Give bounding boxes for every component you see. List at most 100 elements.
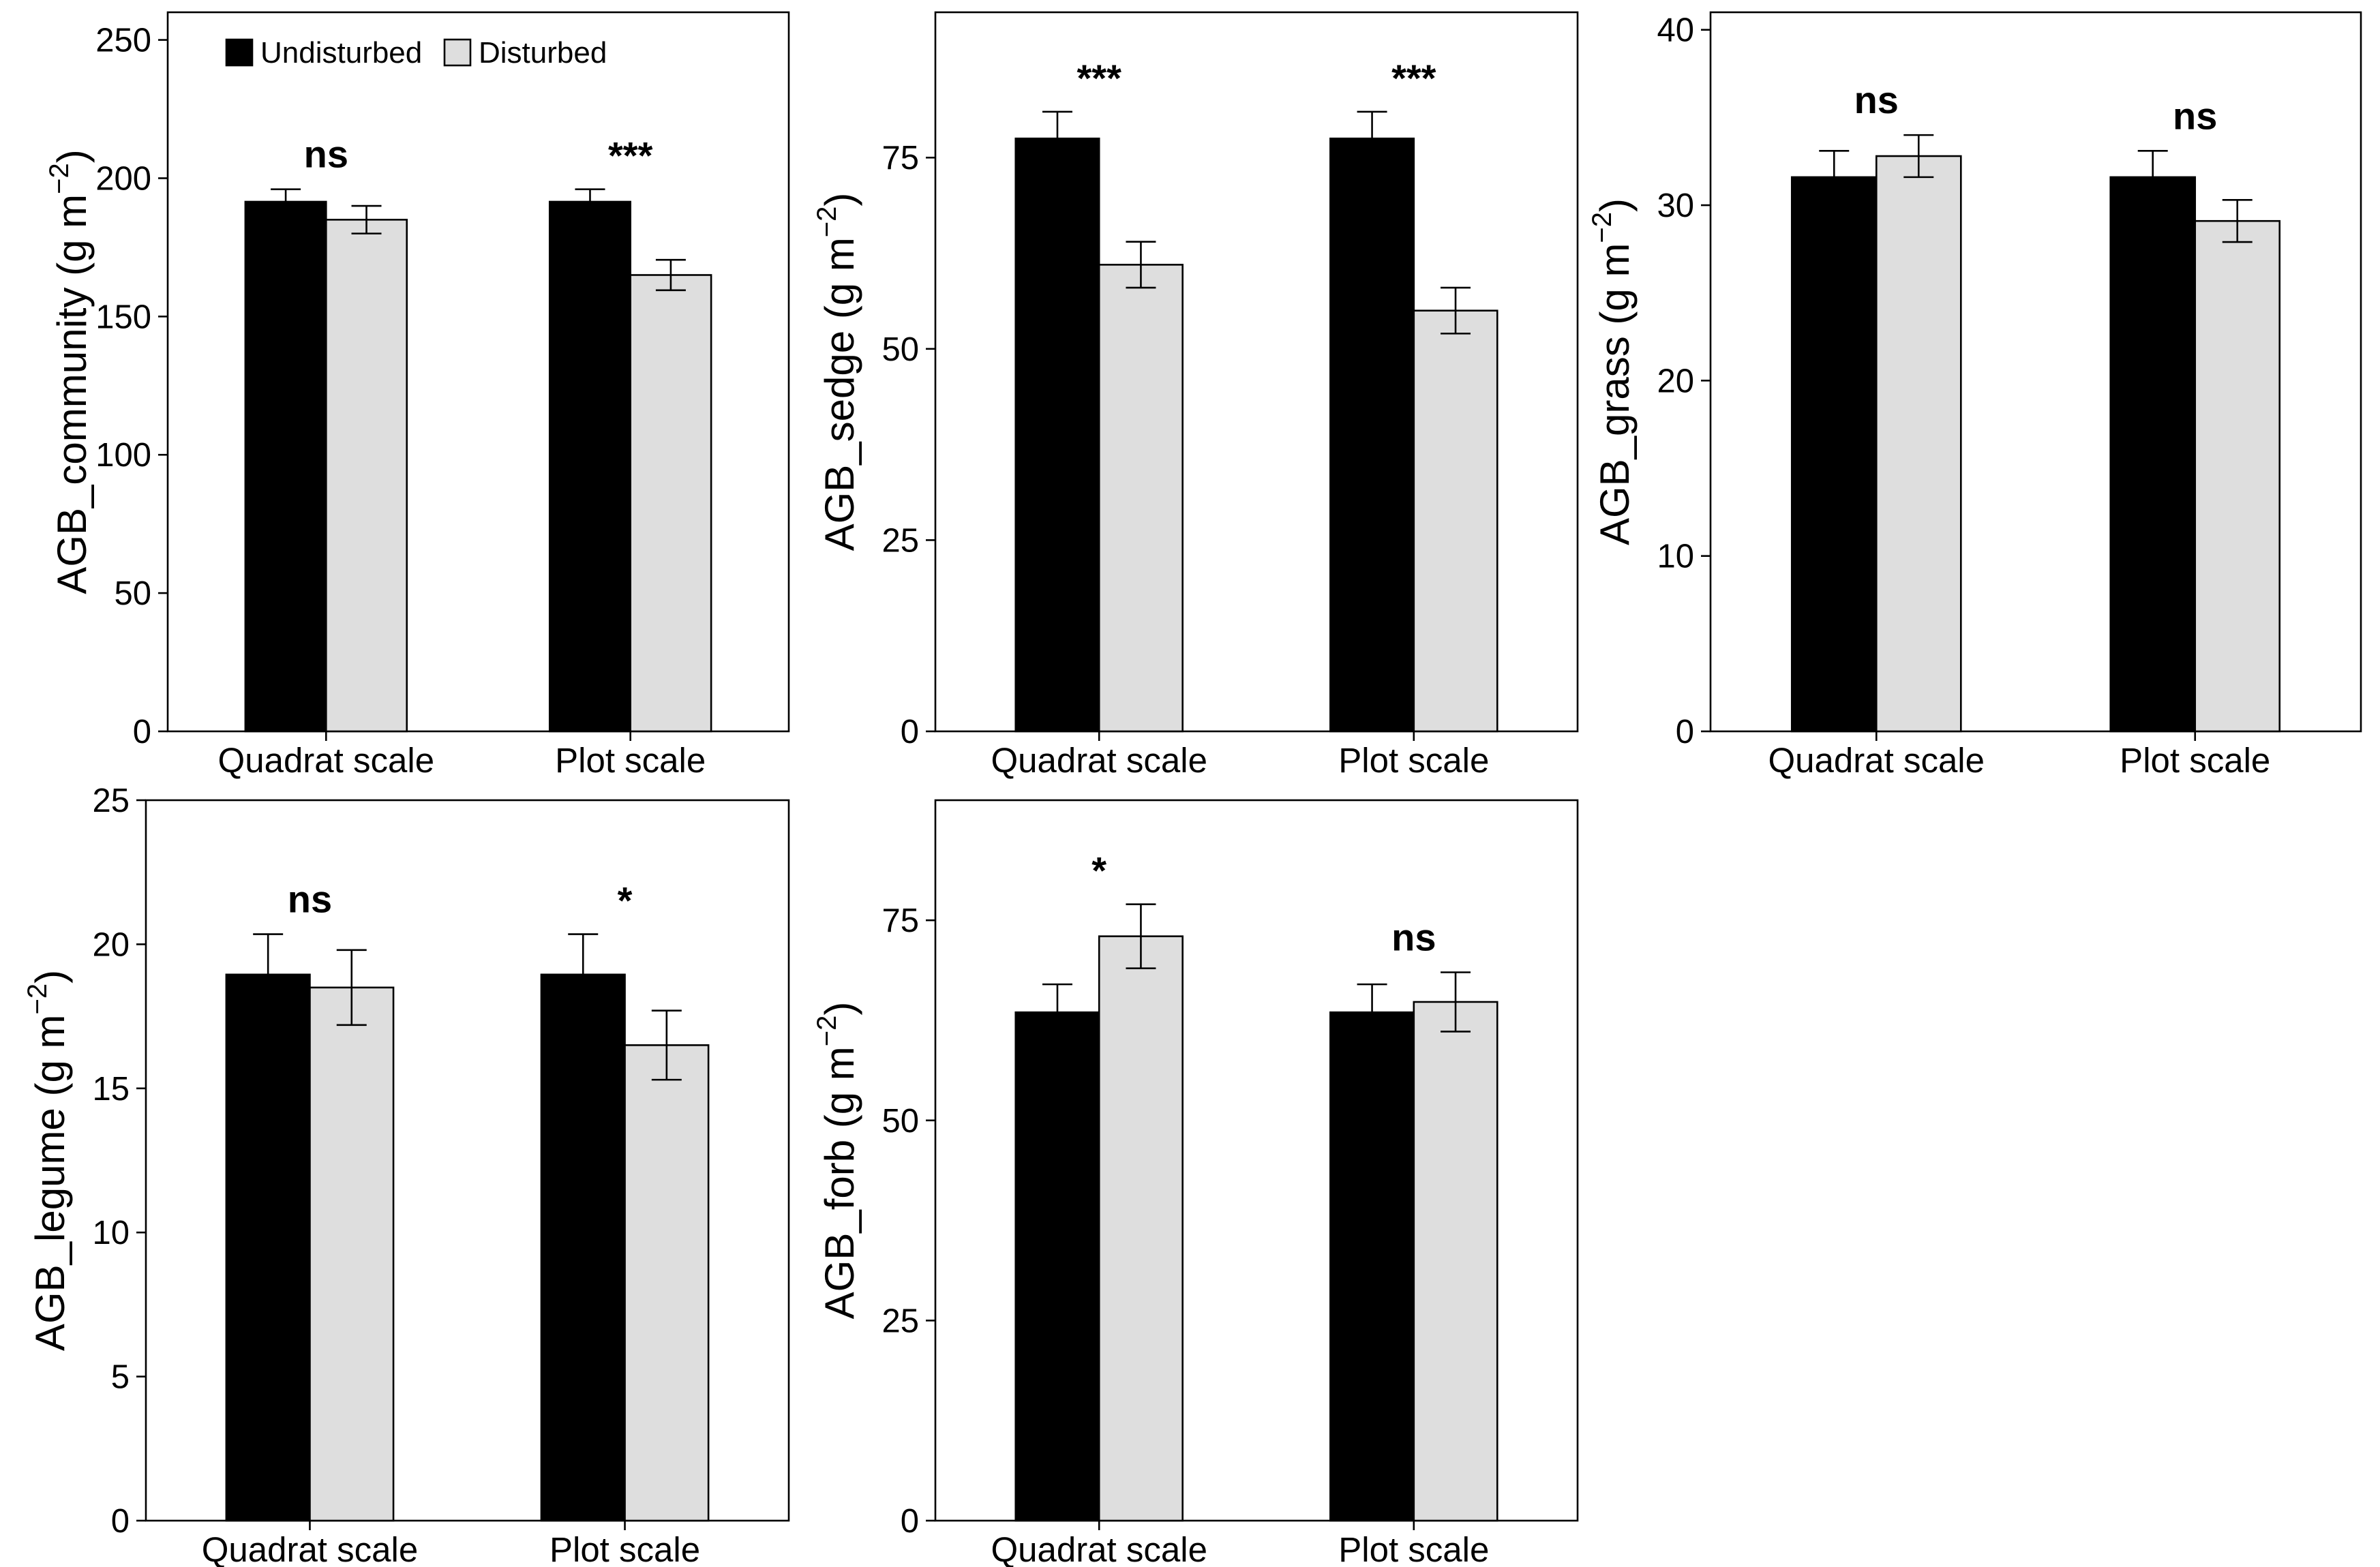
bar-undisturbed bbox=[1014, 137, 1100, 733]
y-tick-label: 100 bbox=[95, 437, 151, 474]
bar-undisturbed bbox=[1329, 137, 1415, 733]
bar-undisturbed bbox=[244, 200, 327, 733]
y-tick-label: 10 bbox=[1657, 538, 1694, 575]
significance-label: * bbox=[1091, 849, 1106, 892]
x-tick-label: Quadrat scale bbox=[991, 741, 1207, 780]
y-axis-label-close: ) bbox=[1592, 198, 1638, 212]
error-bar bbox=[1357, 983, 1387, 1041]
bar-disturbed bbox=[624, 1044, 710, 1522]
y-axis-label: AGB_grass (g m−2) bbox=[1587, 198, 1638, 545]
bar-undisturbed bbox=[540, 973, 626, 1522]
x-tick-label: Plot scale bbox=[2120, 741, 2270, 780]
y-tick-label: 75 bbox=[882, 140, 919, 177]
x-tick-label: Quadrat scale bbox=[218, 741, 435, 780]
error-bar bbox=[336, 949, 367, 1026]
significance-label: ns bbox=[1391, 916, 1436, 959]
legend-swatch-disturbed bbox=[443, 38, 472, 67]
error-bar bbox=[1903, 134, 1934, 179]
error-bar bbox=[1357, 110, 1387, 166]
y-tick-label: 0 bbox=[901, 714, 919, 750]
y-tick-label: 250 bbox=[95, 22, 151, 59]
y-tick-label: 0 bbox=[1676, 714, 1694, 750]
y-tick-label: 0 bbox=[133, 714, 151, 750]
panel-2: 0 25 50 75 AGB_sedge (g m−2) Quadrat scale ***… bbox=[812, 11, 1579, 780]
plot-frame bbox=[166, 11, 790, 733]
bar-undisturbed bbox=[2109, 176, 2197, 733]
bar-undisturbed bbox=[1014, 1011, 1100, 1522]
y-tick-label: 200 bbox=[95, 160, 151, 197]
error-bar bbox=[1126, 903, 1156, 969]
legend-swatch-undisturbed bbox=[225, 38, 254, 67]
plot-frame bbox=[1709, 11, 2362, 733]
error-bar bbox=[1042, 110, 1072, 166]
error-bar bbox=[1441, 286, 1471, 335]
legend-label-disturbed: Disturbed bbox=[479, 36, 607, 70]
y-axis-label: AGB_forb (g m−2) bbox=[812, 1002, 862, 1320]
bar-disturbed bbox=[1098, 264, 1184, 733]
significance-label: * bbox=[618, 879, 633, 922]
x-tick-label: Plot scale bbox=[1338, 1530, 1489, 1567]
panel-3: 0 10 20 30 40 AGB_grass (g m−2) Quadrat scale n… bbox=[1587, 11, 2362, 780]
y-tick-label: 10 bbox=[92, 1215, 130, 1251]
y-tick-label: 75 bbox=[882, 902, 919, 939]
y-tick-label: 50 bbox=[114, 575, 151, 612]
y-axis-label-exponent: −2 bbox=[22, 984, 52, 1015]
y-axis-label-main: AGB_sedge (g m bbox=[817, 237, 862, 551]
y-axis-label: AGB_community (g m−2) bbox=[44, 149, 95, 594]
error-bar bbox=[253, 933, 284, 1016]
y-tick-label: 15 bbox=[92, 1071, 130, 1108]
bar-disturbed bbox=[629, 274, 712, 733]
panel-1: 0 50 100 150 200 250 AGB_community (g m−2) Quad… bbox=[44, 11, 790, 780]
error-bar bbox=[651, 1009, 682, 1081]
y-tick-label: 20 bbox=[1657, 363, 1694, 399]
bar-undisturbed bbox=[225, 973, 311, 1522]
error-bar bbox=[1819, 149, 1850, 204]
y-axis-label: AGB_legume (g m−2) bbox=[22, 970, 73, 1351]
y-tick-label: 150 bbox=[95, 299, 151, 335]
y-tick-label: 25 bbox=[92, 782, 130, 819]
y-axis-label-close: ) bbox=[27, 970, 73, 984]
y-axis-label-close: ) bbox=[49, 149, 95, 163]
x-tick-label: Quadrat scale bbox=[202, 1530, 419, 1567]
significance-label: ns bbox=[288, 878, 332, 921]
bar-undisturbed bbox=[1790, 176, 1878, 733]
bar-disturbed bbox=[1875, 155, 1962, 733]
bar-disturbed bbox=[325, 219, 408, 733]
y-axis-label-exponent: −2 bbox=[812, 207, 842, 238]
panel-4: 0 5 10 15 20 25 AGB_legume (g m−2) Quadrat scal… bbox=[22, 782, 790, 1567]
plot-frame bbox=[145, 799, 790, 1522]
y-tick-label: 25 bbox=[882, 1303, 919, 1339]
error-bar bbox=[271, 188, 301, 215]
significance-label: *** bbox=[608, 134, 653, 177]
error-bar bbox=[1042, 983, 1072, 1041]
y-tick-label: 0 bbox=[111, 1503, 130, 1540]
bar-disturbed bbox=[1413, 309, 1498, 733]
bar-disturbed bbox=[2194, 219, 2281, 733]
plot-frame bbox=[934, 11, 1579, 733]
error-bar bbox=[1441, 971, 1471, 1033]
significance-label: ns bbox=[2173, 94, 2217, 137]
bar-disturbed bbox=[309, 986, 395, 1522]
y-tick-label: 50 bbox=[882, 1103, 919, 1140]
error-bar bbox=[575, 188, 605, 215]
y-axis-label-main: AGB_forb (g m bbox=[817, 1046, 862, 1319]
significance-label: ns bbox=[304, 133, 348, 176]
bar-undisturbed bbox=[548, 200, 631, 733]
y-axis-label-exponent: −2 bbox=[44, 163, 74, 194]
y-tick-label: 40 bbox=[1657, 12, 1694, 49]
y-axis-label-close: ) bbox=[817, 1002, 862, 1016]
x-tick-label: Quadrat scale bbox=[1768, 741, 1985, 780]
y-axis-label: AGB_sedge (g m−2) bbox=[812, 193, 862, 551]
y-axis-label-close: ) bbox=[817, 193, 862, 207]
error-bar bbox=[568, 933, 599, 1016]
panel-5: 0 25 50 75 AGB_forb (g m−2) Quadrat scale * Plo… bbox=[812, 799, 1579, 1567]
error-bar bbox=[655, 258, 686, 292]
x-tick-label: Plot scale bbox=[1338, 741, 1489, 780]
legend: Undisturbed Disturbed bbox=[225, 36, 607, 70]
error-bar bbox=[2137, 149, 2168, 204]
y-tick-label: 5 bbox=[111, 1359, 130, 1396]
y-tick-label: 20 bbox=[92, 926, 130, 963]
y-tick-label: 0 bbox=[901, 1503, 919, 1540]
bar-disturbed bbox=[1413, 1001, 1498, 1522]
